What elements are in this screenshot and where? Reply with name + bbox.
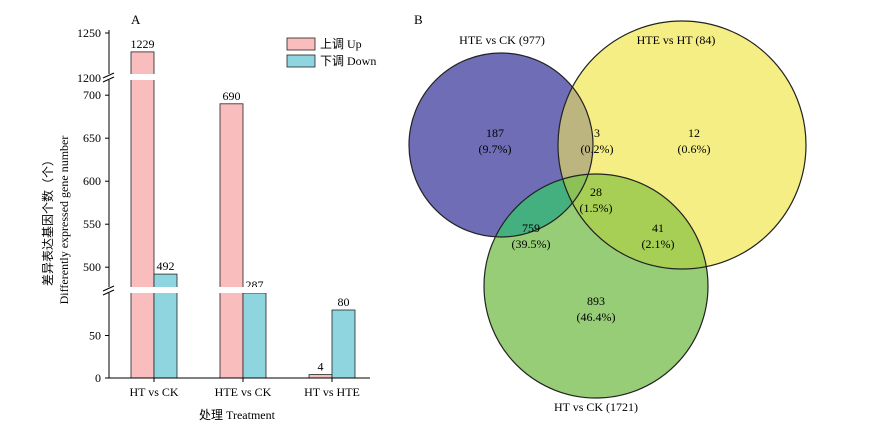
y-tick-label: 550 [83,217,101,231]
x-axis-title: 处理 Treatment [199,408,276,422]
venn-circle-outline [483,173,709,399]
axis-break-mark [102,72,115,79]
venn-circle-outline [408,52,594,238]
y-axis-title-en: Differently expressed gene number [57,136,71,305]
venn-region-count: 759 [522,221,540,235]
y-tick-label: 500 [83,260,101,274]
venn-region-count: 893 [587,294,605,308]
venn-circle-outline [557,20,807,270]
bar [130,51,155,379]
venn-region-percent: (9.7%) [479,142,512,156]
venn-region-percent: (46.4%) [577,310,616,324]
venn-set-label: HT vs CK (1721) [554,400,638,414]
y-tick-label: 650 [83,131,101,145]
y-tick-label: 1200 [77,71,101,85]
data-label: 690 [223,89,241,103]
axis-break-gap [110,74,360,80]
data-label: 492 [157,259,175,273]
y-tick-label: 600 [83,174,101,188]
bar [331,309,356,379]
legend-label: 下调 Down [320,54,376,68]
venn-set-label: HTE vs HT (84) [637,33,716,47]
y-tick-label: 0 [95,371,101,385]
venn-region-count: 28 [590,185,602,199]
y-tick-label: 50 [89,329,101,343]
y-tick-label: 700 [83,88,101,102]
data-label: 80 [338,295,350,309]
y-axis: 0 50 500 550 600 650 700 1200 1250 [77,26,115,385]
axis-break-mark [102,76,115,83]
y-axis-title-cn: 差异表达基因个数（个） [40,154,55,286]
venn-panel: B 187 (9.7%) 3 (0.2%) 12 (0.6%) 28 (1.5%) 759 (39… [408,12,807,414]
venn-regions: 187 (9.7%) 3 (0.2%) 12 (0.6%) 28 (1.5%) 759 (39.5… [408,20,807,399]
x-tick-label: HT vs CK [129,385,178,399]
legend-swatch [286,37,316,51]
venn-region-count: 12 [688,126,700,140]
panel-label-a: A [131,12,141,27]
venn-region-count: 41 [652,221,664,235]
axis-break-gap [103,287,115,293]
venn-region-percent: (1.5%) [580,201,613,215]
panel-label-b: B [414,12,423,27]
axis-break-gap [103,74,115,80]
venn-region-count: 3 [594,126,600,140]
bar [308,374,333,379]
venn-region-count: 187 [486,126,504,140]
x-tick-label: HT vs HTE [304,385,360,399]
venn-region-percent: (0.6%) [678,142,711,156]
venn-overlap-bc [558,174,708,269]
y-tick-label: 1250 [77,26,101,40]
data-label: 4 [318,360,324,374]
legend-swatch [286,54,316,68]
axis-break-gap [110,287,360,293]
bar [219,103,244,379]
data-label: 1229 [131,37,155,51]
axis-break-mark [102,285,115,292]
axis-break-mark [102,289,115,296]
venn-region-percent: (39.5%) [512,237,551,251]
legend-label: 上调 Up [320,37,362,51]
x-axis: HT vs CK HTE vs CK HT vs HTE [109,377,370,399]
legend: 上调 Up 下调 Down [286,37,376,68]
venn-region-bc [558,174,708,269]
x-tick-label: HTE vs CK [215,385,272,399]
venn-region-percent: (0.2%) [581,142,614,156]
venn-set-label: HTE vs CK (977) [459,33,545,47]
bar [242,292,267,379]
venn-region-percent: (2.1%) [642,237,675,251]
